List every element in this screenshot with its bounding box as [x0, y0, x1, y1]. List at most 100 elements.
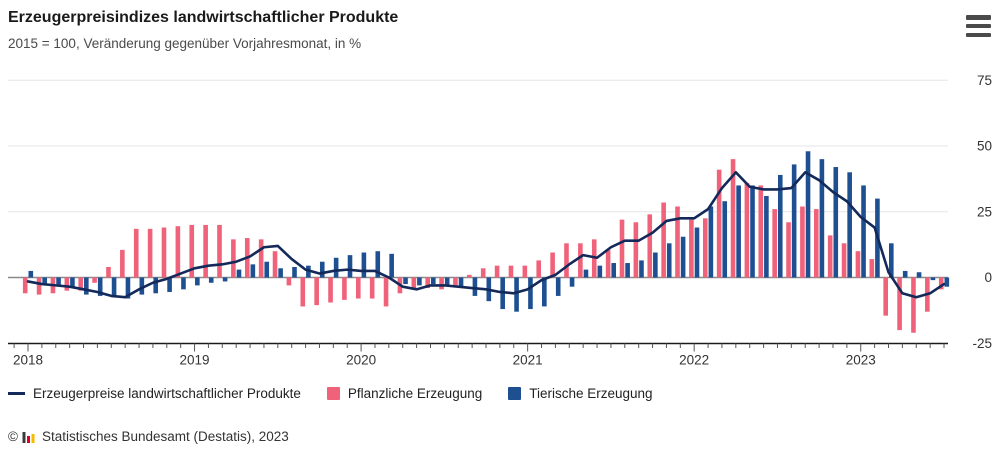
menu-button[interactable]	[966, 15, 991, 37]
bar-pflanzliche-erzeugung[interactable]	[772, 209, 777, 278]
bar-tierische-erzeugung[interactable]	[181, 277, 186, 290]
bar-pflanzliche-erzeugung[interactable]	[550, 252, 555, 278]
bar-tierische-erzeugung[interactable]	[389, 253, 394, 278]
bar-tierische-erzeugung[interactable]	[153, 277, 159, 294]
bar-pflanzliche-erzeugung[interactable]	[78, 277, 84, 291]
legend-item-pflanzliche-erzeugung[interactable]: Pflanzliche Erzeugung	[326, 386, 482, 401]
bar-pflanzliche-erzeugung[interactable]	[578, 243, 583, 278]
bar-pflanzliche-erzeugung[interactable]	[22, 277, 28, 294]
bar-tierische-erzeugung[interactable]	[764, 195, 769, 278]
legend-item-tierische-erzeugung[interactable]: Tierische Erzeugung	[508, 386, 653, 401]
bar-tierische-erzeugung[interactable]	[791, 164, 797, 278]
bar-pflanzliche-erzeugung[interactable]	[217, 224, 222, 278]
bar-tierische-erzeugung[interactable]	[528, 277, 533, 310]
bar-pflanzliche-erzeugung[interactable]	[633, 222, 639, 278]
bar-tierische-erzeugung[interactable]	[542, 277, 547, 307]
bar-tierische-erzeugung[interactable]	[139, 277, 145, 295]
bar-pflanzliche-erzeugung[interactable]	[106, 266, 111, 278]
trend-line[interactable]	[26, 171, 946, 299]
bar-tierische-erzeugung[interactable]	[347, 255, 353, 278]
bar-tierische-erzeugung[interactable]	[708, 206, 714, 278]
bar-pflanzliche-erzeugung[interactable]	[258, 239, 264, 278]
bar-tierische-erzeugung[interactable]	[472, 277, 478, 296]
bar-tierische-erzeugung[interactable]	[264, 261, 270, 278]
bar-tierische-erzeugung[interactable]	[236, 269, 242, 278]
bar-pflanzliche-erzeugung[interactable]	[92, 277, 97, 283]
bar-pflanzliche-erzeugung[interactable]	[355, 277, 361, 299]
bar-tierische-erzeugung[interactable]	[514, 277, 519, 312]
bar-tierische-erzeugung[interactable]	[333, 257, 339, 278]
bar-pflanzliche-erzeugung[interactable]	[272, 251, 278, 278]
bar-pflanzliche-erzeugung[interactable]	[883, 277, 888, 316]
chart-canvas[interactable]: 75 50 25 0 -25 2018 2019 2020 2021 2022 2023	[0, 0, 999, 380]
bar-pflanzliche-erzeugung[interactable]	[36, 277, 42, 295]
bar-pflanzliche-erzeugung[interactable]	[286, 277, 292, 286]
bar-tierische-erzeugung[interactable]	[403, 277, 408, 285]
bar-tierische-erzeugung[interactable]	[458, 277, 464, 287]
bar-pflanzliche-erzeugung[interactable]	[120, 249, 125, 278]
bar-pflanzliche-erzeugung[interactable]	[189, 224, 195, 278]
bar-pflanzliche-erzeugung[interactable]	[938, 277, 944, 290]
bar-pflanzliche-erzeugung[interactable]	[383, 277, 389, 307]
bar-pflanzliche-erzeugung[interactable]	[467, 274, 472, 278]
bar-pflanzliche-erzeugung[interactable]	[689, 219, 694, 278]
bar-pflanzliche-erzeugung[interactable]	[411, 277, 417, 290]
bar-tierische-erzeugung[interactable]	[944, 277, 950, 287]
bar-pflanzliche-erzeugung[interactable]	[328, 277, 333, 303]
bar-tierische-erzeugung[interactable]	[319, 261, 325, 278]
bar-tierische-erzeugung[interactable]	[125, 277, 131, 299]
bar-pflanzliche-erzeugung[interactable]	[911, 277, 916, 333]
bar-tierische-erzeugung[interactable]	[555, 277, 561, 296]
bar-pflanzliche-erzeugung[interactable]	[536, 260, 542, 278]
bar-tierische-erzeugung[interactable]	[597, 265, 603, 278]
bar-pflanzliche-erzeugung[interactable]	[342, 277, 347, 300]
bar-tierische-erzeugung[interactable]	[250, 264, 256, 278]
bar-tierische-erzeugung[interactable]	[805, 151, 811, 278]
bar-pflanzliche-erzeugung[interactable]	[175, 226, 181, 278]
bar-tierische-erzeugung[interactable]	[625, 263, 630, 278]
bar-pflanzliche-erzeugung[interactable]	[494, 265, 500, 278]
bar-tierische-erzeugung[interactable]	[916, 272, 922, 278]
bar-pflanzliche-erzeugung[interactable]	[231, 239, 236, 278]
bar-pflanzliche-erzeugung[interactable]	[758, 185, 764, 278]
bar-pflanzliche-erzeugung[interactable]	[369, 277, 375, 299]
bar-tierische-erzeugung[interactable]	[111, 277, 117, 298]
bar-tierische-erzeugung[interactable]	[28, 270, 34, 278]
bar-tierische-erzeugung[interactable]	[833, 167, 839, 278]
bar-tierische-erzeugung[interactable]	[208, 277, 214, 283]
bar-pflanzliche-erzeugung[interactable]	[425, 277, 430, 289]
bar-pflanzliche-erzeugung[interactable]	[786, 222, 791, 278]
bar-tierische-erzeugung[interactable]	[444, 277, 450, 286]
bar-tierische-erzeugung[interactable]	[611, 263, 617, 278]
bar-tierische-erzeugung[interactable]	[222, 277, 228, 282]
bar-tierische-erzeugung[interactable]	[97, 277, 103, 296]
bar-pflanzliche-erzeugung[interactable]	[605, 249, 611, 278]
bar-tierische-erzeugung[interactable]	[70, 277, 75, 289]
bar-tierische-erzeugung[interactable]	[361, 252, 367, 278]
bar-pflanzliche-erzeugung[interactable]	[480, 268, 486, 278]
bar-pflanzliche-erzeugung[interactable]	[841, 243, 847, 278]
bar-pflanzliche-erzeugung[interactable]	[161, 227, 167, 278]
bar-pflanzliche-erzeugung[interactable]	[800, 206, 805, 278]
bar-tierische-erzeugung[interactable]	[84, 277, 89, 295]
bar-tierische-erzeugung[interactable]	[777, 174, 783, 278]
bar-tierische-erzeugung[interactable]	[861, 185, 866, 278]
bar-pflanzliche-erzeugung[interactable]	[133, 228, 139, 278]
legend-item-erzeugerpreise[interactable]: Erzeugerpreise landwirtschaftlicher Prod…	[8, 386, 301, 401]
bar-tierische-erzeugung[interactable]	[56, 277, 61, 286]
bar-pflanzliche-erzeugung[interactable]	[439, 277, 444, 290]
bar-pflanzliche-erzeugung[interactable]	[702, 218, 708, 278]
bar-pflanzliche-erzeugung[interactable]	[314, 277, 319, 306]
bar-pflanzliche-erzeugung[interactable]	[661, 202, 666, 278]
bar-pflanzliche-erzeugung[interactable]	[869, 259, 875, 278]
bar-pflanzliche-erzeugung[interactable]	[730, 159, 736, 278]
bar-tierische-erzeugung[interactable]	[292, 266, 297, 278]
bar-pflanzliche-erzeugung[interactable]	[827, 235, 833, 278]
bar-pflanzliche-erzeugung[interactable]	[814, 209, 819, 278]
bar-pflanzliche-erzeugung[interactable]	[64, 277, 70, 291]
bar-tierische-erzeugung[interactable]	[195, 277, 200, 286]
bar-tierische-erzeugung[interactable]	[639, 260, 644, 278]
bar-tierische-erzeugung[interactable]	[930, 277, 936, 281]
bar-pflanzliche-erzeugung[interactable]	[147, 228, 153, 278]
bar-pflanzliche-erzeugung[interactable]	[564, 243, 569, 278]
